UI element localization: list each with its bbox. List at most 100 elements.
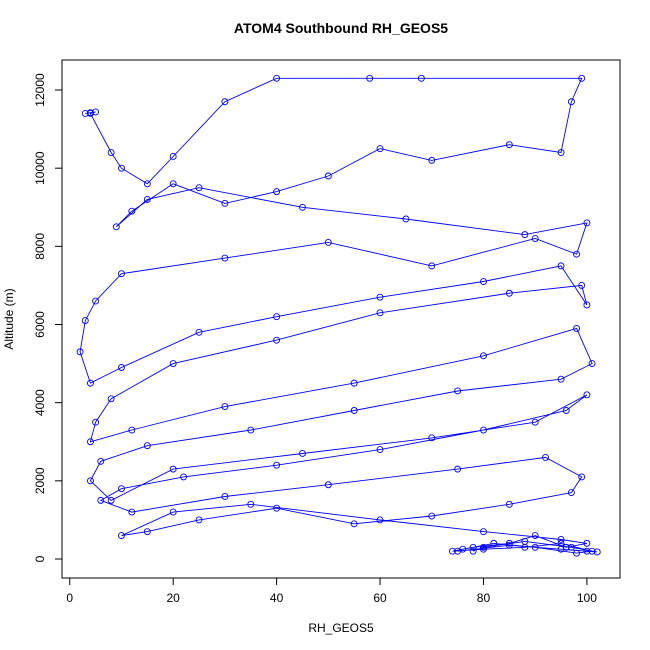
data-point	[557, 375, 565, 383]
data-point	[118, 164, 125, 172]
data-point	[143, 442, 151, 450]
data-point	[562, 407, 570, 414]
data-point	[583, 391, 591, 399]
data-point	[573, 250, 581, 258]
data-point	[324, 238, 332, 246]
data-point	[578, 74, 586, 82]
data-point	[376, 516, 384, 524]
data-point	[578, 473, 586, 481]
data-point	[531, 235, 539, 242]
data-point	[273, 74, 281, 82]
data-point	[428, 156, 436, 164]
data-point	[448, 547, 456, 555]
y-tick-label: 6000	[33, 311, 47, 338]
data-point	[273, 336, 281, 344]
data-point	[505, 539, 513, 547]
data-point	[376, 309, 384, 317]
data-point	[81, 317, 89, 325]
data-point	[480, 278, 487, 285]
data-point	[118, 270, 125, 278]
data-point	[195, 184, 203, 192]
data-point	[531, 543, 539, 551]
data-point	[469, 547, 477, 555]
data-point	[92, 297, 100, 305]
data-point	[428, 262, 436, 270]
data-point	[583, 539, 591, 547]
data-point	[107, 149, 115, 156]
data-point	[299, 203, 306, 211]
data-point	[578, 281, 586, 289]
data-point	[480, 352, 487, 360]
data-point	[86, 477, 94, 485]
data-point	[169, 153, 177, 160]
data-point	[480, 528, 487, 536]
data-point	[480, 545, 487, 553]
data-point	[469, 543, 477, 551]
x-tick-label: 20	[167, 591, 181, 605]
plot-frame	[61, 59, 621, 579]
data-point	[588, 547, 596, 555]
data-point	[169, 360, 177, 368]
data-point	[402, 215, 410, 223]
y-tick-label: 4000	[33, 389, 47, 416]
data-point	[92, 418, 100, 426]
data-point	[107, 496, 115, 504]
data-point	[505, 500, 513, 508]
x-tick-label: 100	[577, 591, 597, 605]
data-point	[143, 180, 151, 188]
data-point	[299, 450, 306, 457]
data-point	[112, 223, 120, 231]
data-point	[273, 313, 281, 321]
data-point	[521, 231, 529, 239]
data-point	[531, 418, 539, 426]
data-point	[221, 403, 229, 411]
data-point	[76, 348, 84, 356]
data-point	[86, 379, 94, 387]
data-point	[86, 438, 94, 446]
data-point	[567, 98, 575, 106]
data-point	[97, 496, 105, 504]
data-point	[107, 395, 115, 403]
data-point	[118, 485, 125, 493]
data-point	[92, 108, 100, 116]
data-point	[454, 547, 462, 555]
x-tick-label: 40	[270, 591, 284, 605]
data-point	[324, 172, 332, 180]
data-point	[128, 508, 136, 516]
data-point	[480, 543, 487, 551]
data-point	[480, 426, 487, 434]
data-point	[376, 293, 384, 301]
data-point	[221, 254, 229, 262]
data-point	[97, 457, 105, 465]
data-point	[428, 512, 436, 520]
data-point	[128, 207, 136, 215]
y-tick-label: 12000	[33, 73, 47, 107]
data-point	[350, 407, 358, 414]
x-tick-label: 80	[477, 591, 491, 605]
data-point	[557, 545, 565, 553]
data-point	[221, 199, 229, 207]
data-point	[557, 536, 565, 543]
data-point	[454, 387, 462, 395]
data-point	[221, 493, 229, 500]
data-point	[567, 489, 575, 497]
chart-title: ATOM4 Southbound RH_GEOS5	[234, 20, 448, 36]
data-point	[557, 149, 565, 156]
data-point	[428, 434, 436, 442]
data-point	[195, 328, 203, 336]
data-point	[366, 74, 374, 82]
data-point	[505, 289, 513, 297]
data-point	[490, 539, 498, 547]
data-point	[273, 188, 281, 196]
data-point	[118, 364, 125, 371]
x-tick-label: 60	[373, 591, 387, 605]
data-point	[195, 516, 203, 524]
data-point	[247, 500, 255, 508]
data-point	[583, 547, 591, 555]
data-point	[81, 110, 89, 117]
data-point	[454, 465, 462, 473]
x-tick-label: 0	[66, 591, 73, 605]
data-point	[247, 426, 255, 434]
data-point	[583, 301, 591, 309]
